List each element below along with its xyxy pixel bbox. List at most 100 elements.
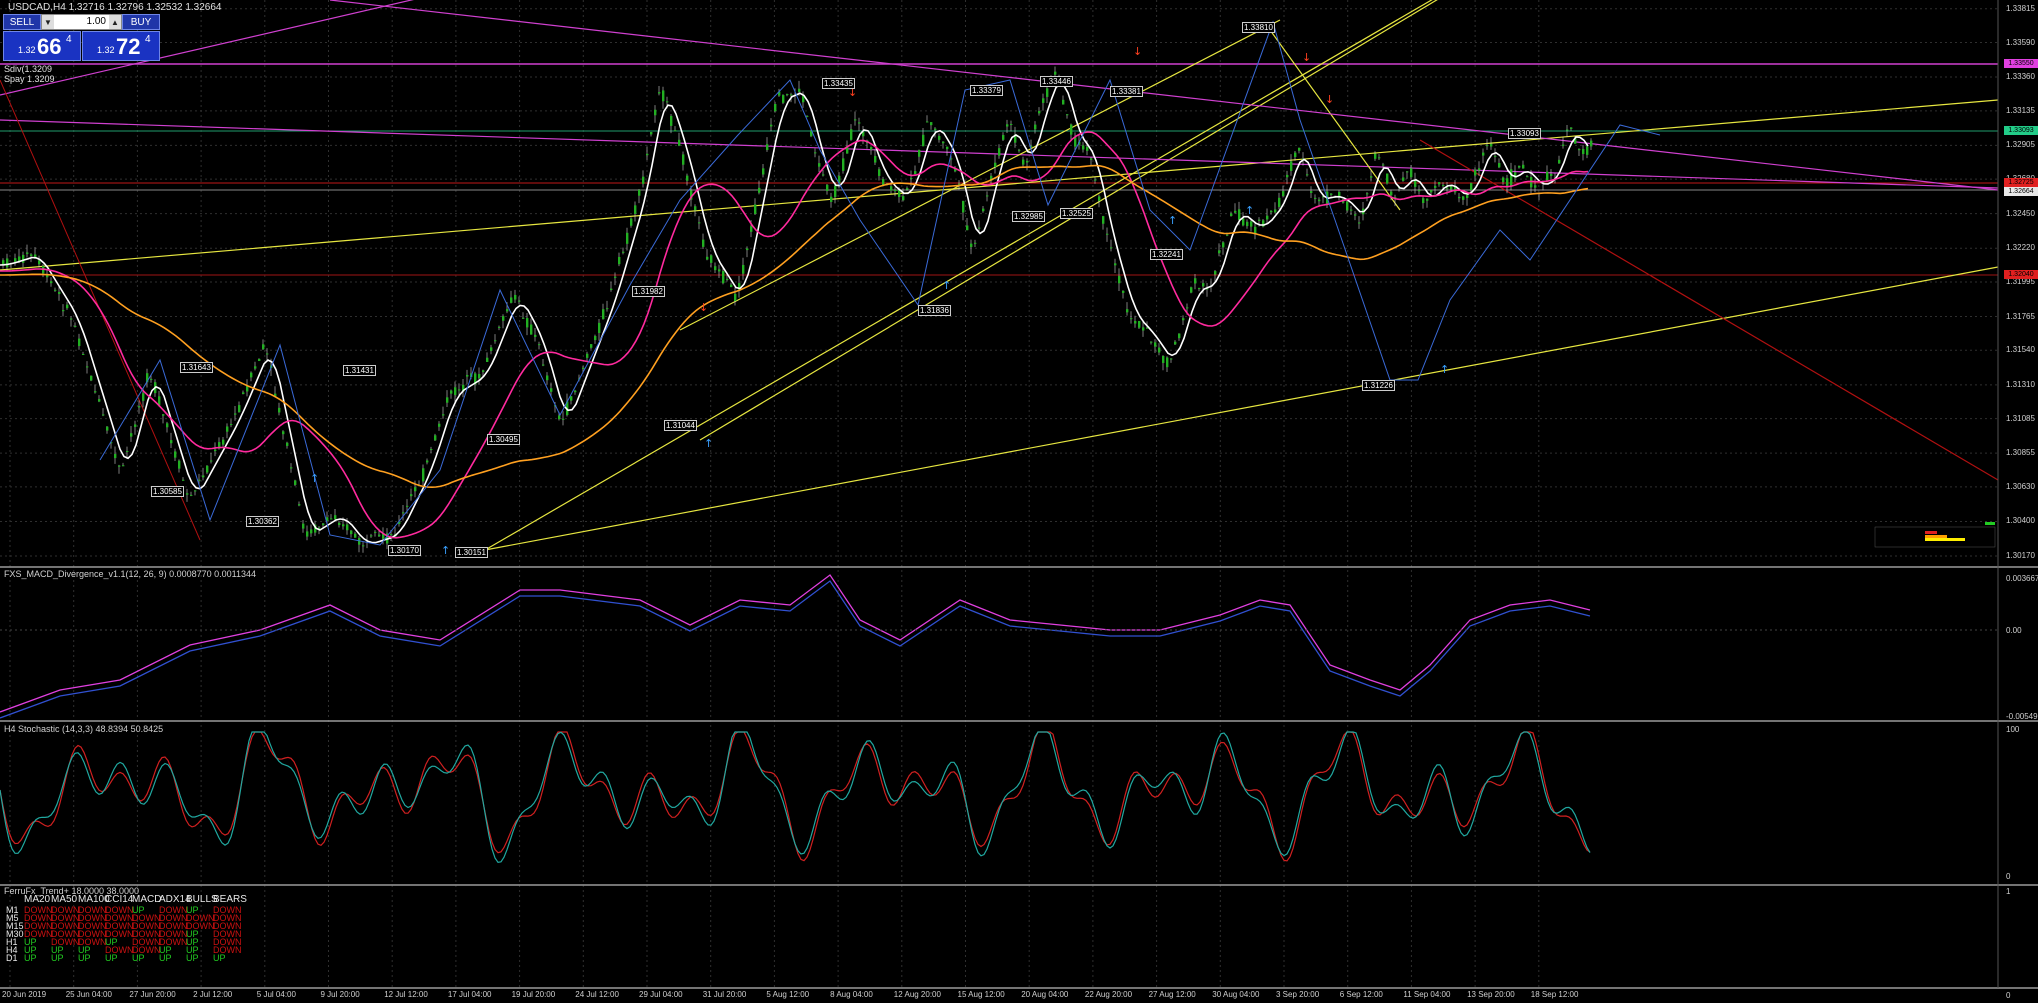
candle-body <box>594 336 597 341</box>
candle-body <box>222 439 225 445</box>
lot-increase-icon[interactable]: ▲ <box>109 15 121 29</box>
price-axis-label: 1.30400 <box>2006 516 2035 526</box>
time-axis-label: 27 Aug 12:00 <box>1148 990 1196 999</box>
price-axis-label: 1.33360 <box>2006 72 2035 82</box>
sell-price-box[interactable]: 1.32 66 4 <box>3 31 81 61</box>
ma-fast-line <box>0 83 1589 544</box>
trend-header-cell: ADX14 <box>159 894 191 905</box>
candle-body <box>14 258 17 262</box>
candle-body <box>1222 242 1225 248</box>
trend-cell: DOWN <box>159 929 188 939</box>
trend-cell: DOWN <box>78 913 107 923</box>
candle-body <box>190 494 193 496</box>
lot-size-value[interactable]: 1.00 <box>86 16 106 27</box>
candle-body <box>1290 161 1293 171</box>
candle-body <box>1266 215 1269 220</box>
candle-body <box>1574 137 1577 144</box>
time-axis-label: 3 Sep 20:00 <box>1276 990 1320 999</box>
candle-body <box>158 396 161 406</box>
trend-cell: DOWN <box>159 905 188 915</box>
price-axis-label: 1.30855 <box>2006 448 2035 458</box>
trend-header-cell: BULLS <box>186 894 218 905</box>
buy-price-box[interactable]: 1.32 72 4 <box>82 31 160 61</box>
candle-body <box>598 322 601 333</box>
candle-body <box>838 175 841 184</box>
candle-body <box>62 310 65 312</box>
candle-body <box>1258 219 1261 221</box>
candle-body <box>1038 110 1041 114</box>
candle-body <box>926 121 929 123</box>
lot-size-field[interactable]: ▼ 1.00 ▲ <box>41 14 122 30</box>
time-axis-label: 19 Jul 20:00 <box>511 990 556 999</box>
time-axis-label: 12 Aug 20:00 <box>893 990 941 999</box>
candle-body <box>1214 271 1217 275</box>
candle-body <box>742 264 745 274</box>
candle-body <box>810 130 813 137</box>
buy-arrow-icon: ↑ <box>1245 204 1254 217</box>
sell-arrow-icon: ↓ <box>699 301 708 314</box>
candle-body <box>450 390 453 394</box>
candle-body <box>562 418 565 420</box>
volume-widget-bar <box>1925 531 1937 534</box>
candle-body <box>1438 182 1441 185</box>
candle-body <box>762 168 765 175</box>
candle-body <box>382 532 385 539</box>
candle-body <box>246 385 249 392</box>
candle-body <box>1198 287 1201 289</box>
buy-button[interactable]: BUY <box>122 14 160 30</box>
candle-body <box>734 293 737 301</box>
buy-arrow-icon: ↑ <box>441 544 450 557</box>
candle-body <box>30 254 33 256</box>
trend-cell: DOWN <box>186 921 215 931</box>
candle-body <box>34 254 37 257</box>
candle-body <box>806 115 809 117</box>
candle-body <box>910 177 913 179</box>
sell-arrow-icon: ↓ <box>1133 45 1142 58</box>
buy-arrow-icon: ↑ <box>942 279 951 292</box>
candle-body <box>54 289 57 291</box>
candle-body <box>102 414 105 416</box>
candle-body <box>1182 318 1185 321</box>
price-tag: 1.32664 <box>2004 187 2038 196</box>
ma-info-label: Spay 1.3209 <box>4 74 55 84</box>
candle-body <box>282 431 285 435</box>
candle-body <box>1042 98 1045 103</box>
candle-body <box>1170 358 1173 360</box>
sell-button[interactable]: SELL <box>3 14 41 30</box>
trend-cell: DOWN <box>132 945 161 955</box>
candle-body <box>730 284 733 288</box>
swing-price-label: 1.31431 <box>343 365 376 376</box>
buy-arrow-icon: ↑ <box>704 437 713 450</box>
candle-body <box>934 128 937 130</box>
swing-price-label: 1.31836 <box>918 305 951 316</box>
candle-body <box>650 132 653 135</box>
candle-body <box>414 487 417 492</box>
time-axis-label: 27 Jun 20:00 <box>129 990 176 999</box>
trend-cell: DOWN <box>24 913 53 923</box>
trend-row: H4 UP UP UP DOWN DOWN UP UP DOWN <box>6 945 242 955</box>
candle-body <box>1030 145 1033 148</box>
trend-header-cell: MA50 <box>51 894 78 905</box>
price-tag: 1.32725 <box>2004 178 2038 187</box>
macd-lines <box>0 574 1998 719</box>
trend-cell: DOWN <box>132 937 161 947</box>
buy-price-fraction: 4 <box>145 34 151 45</box>
time-axis-label: 20 Aug 04:00 <box>1021 990 1069 999</box>
lot-decrease-icon[interactable]: ▼ <box>42 15 54 29</box>
price-tag: 1.33093 <box>2004 126 2038 135</box>
candle-body <box>1454 185 1457 193</box>
trend-axis-label: 1 <box>2006 887 2011 896</box>
trend-cell: DOWN <box>105 913 134 923</box>
candle-body <box>478 374 481 379</box>
candle-body <box>990 175 993 181</box>
swing-price-label: 1.30151 <box>455 547 488 558</box>
candle-body <box>958 183 961 185</box>
candle-body <box>1174 341 1177 345</box>
time-axis-label: 9 Jul 20:00 <box>320 990 360 999</box>
trend-cell: DOWN <box>105 905 134 915</box>
candle-body <box>1142 327 1145 331</box>
price-axis-label: 1.31310 <box>2006 379 2035 389</box>
candle-body <box>38 260 41 265</box>
candle-body <box>902 196 905 201</box>
